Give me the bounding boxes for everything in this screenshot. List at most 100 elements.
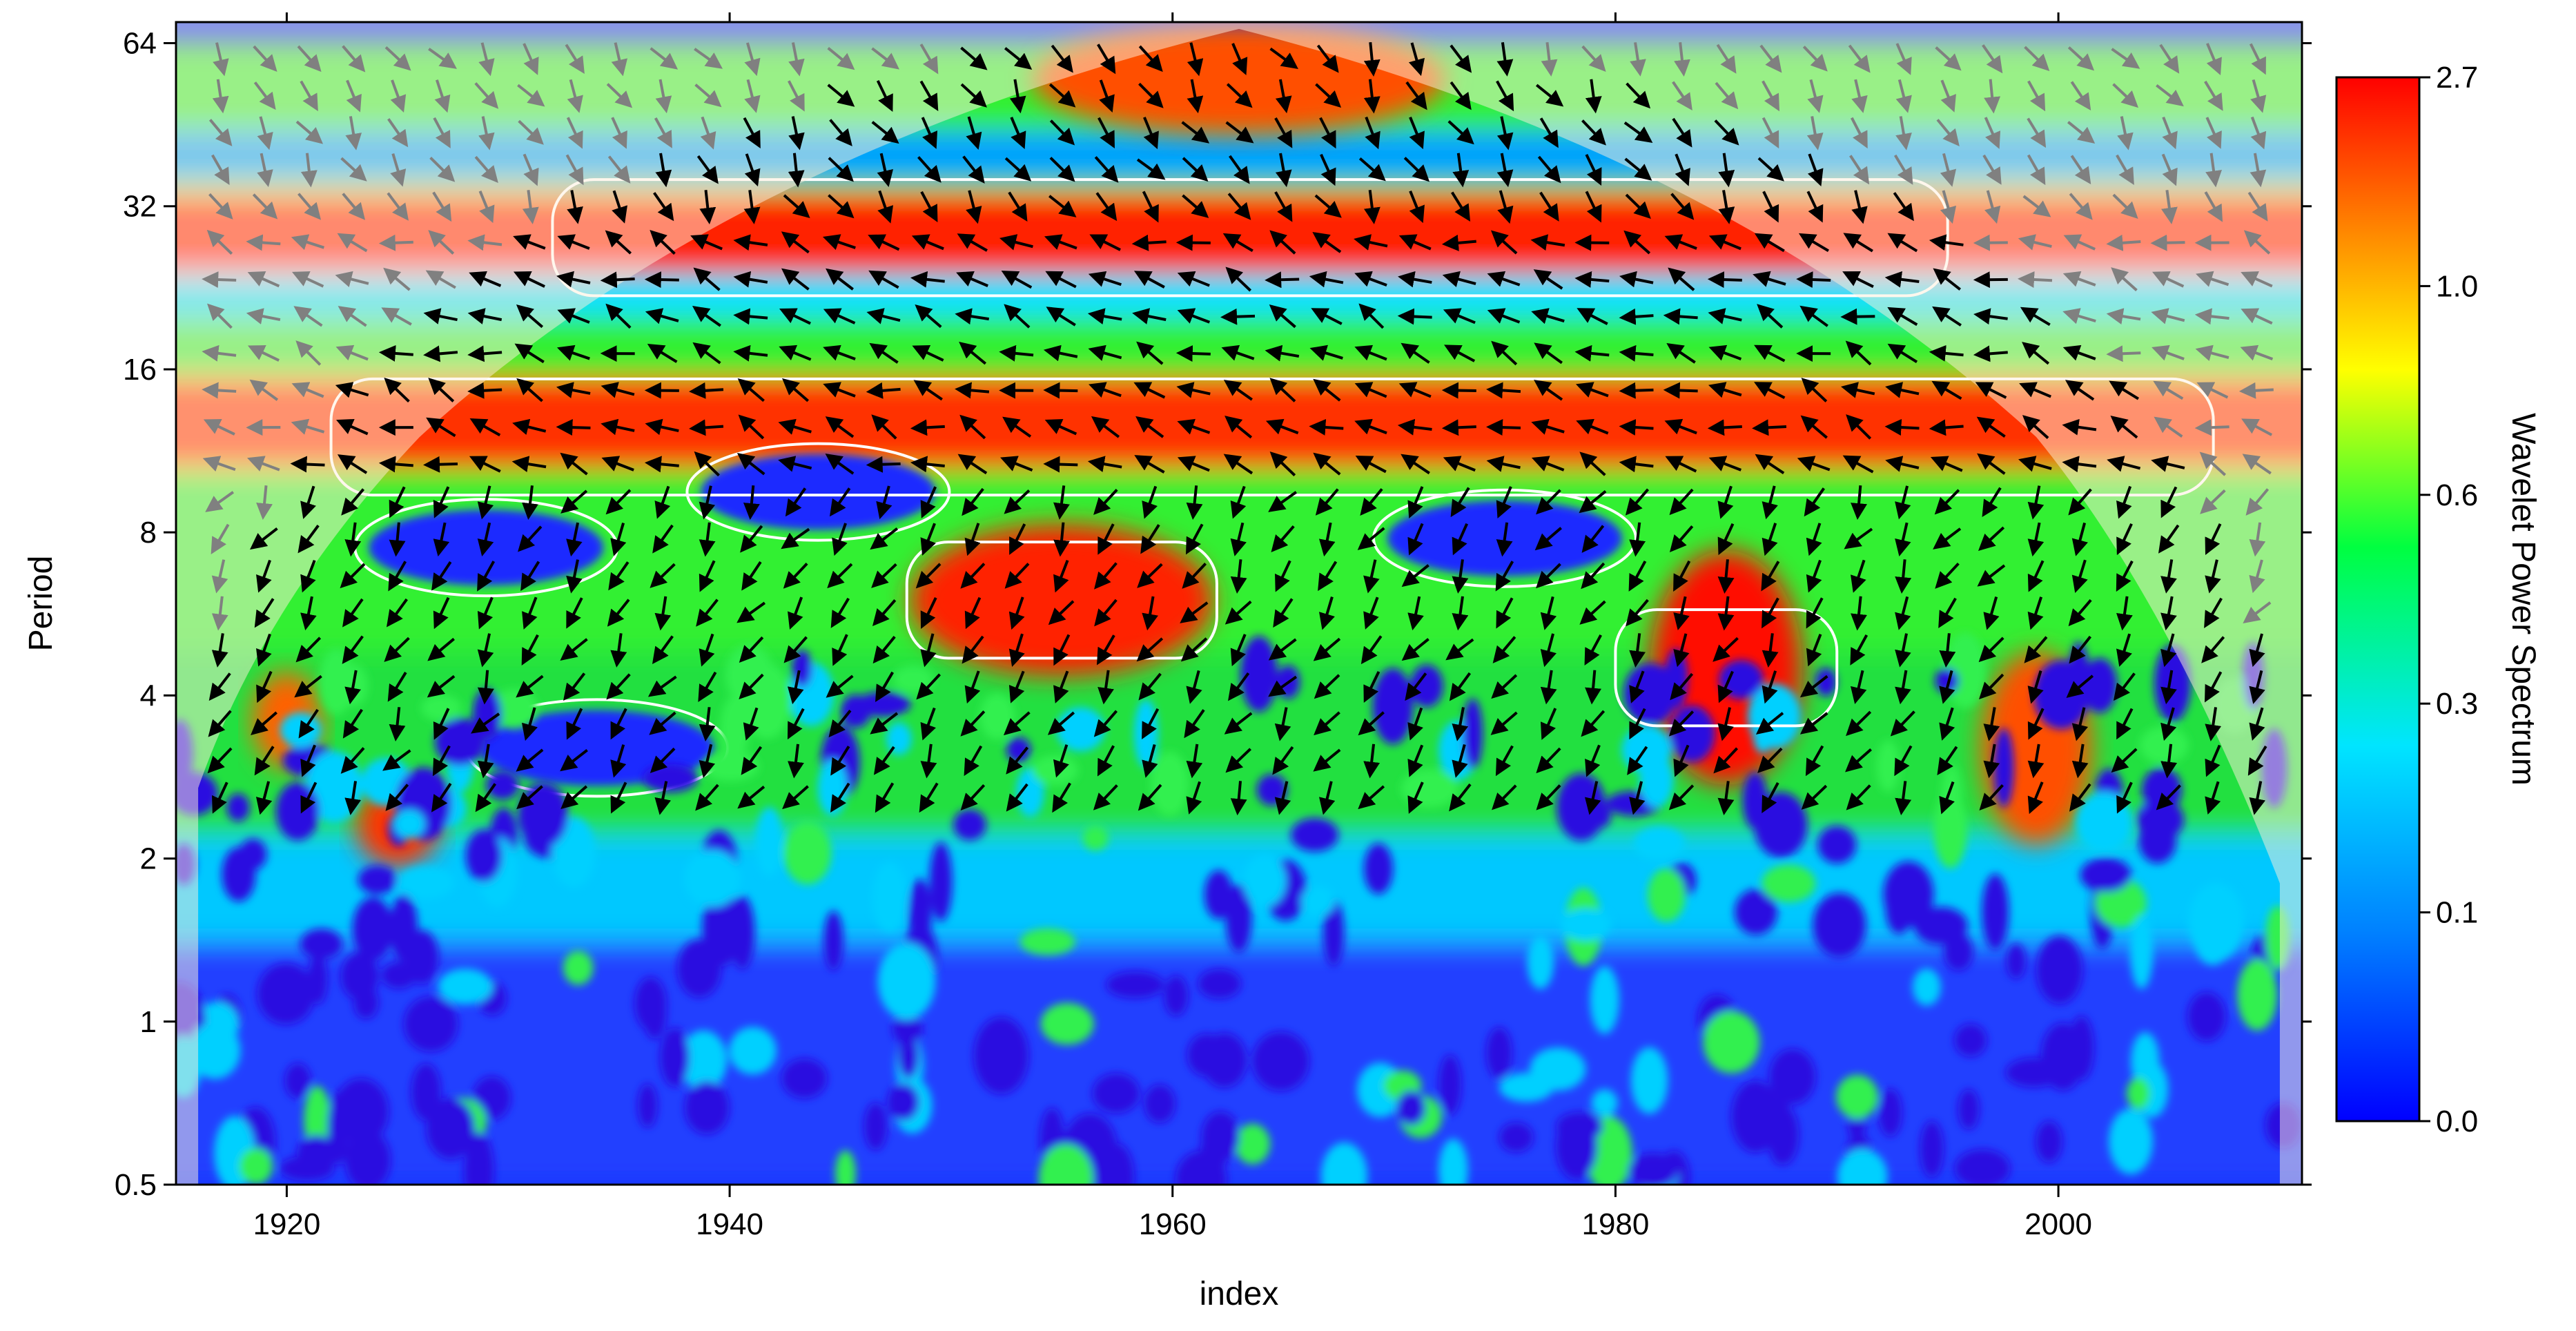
- noise-dot: [426, 1097, 476, 1160]
- phase-arrow: [644, 456, 679, 473]
- phase-arrow: [699, 707, 716, 741]
- phase-arrow: [910, 456, 945, 473]
- phase-arrow: [2249, 707, 2265, 741]
- phase-arrow: [779, 308, 811, 325]
- phase-arrow: [2201, 636, 2225, 663]
- phase-arrow: [1754, 382, 1786, 399]
- phase-arrow: [1496, 80, 1514, 112]
- phase-arrow: [2027, 560, 2045, 592]
- phase-arrow: [1186, 523, 1204, 555]
- phase-arrow: [1222, 233, 1253, 253]
- phase-arrow: [692, 342, 721, 365]
- phase-arrow: [652, 635, 674, 665]
- phase-arrow: [875, 782, 895, 813]
- noise-dot: [877, 942, 936, 1020]
- phase-arrow: [916, 673, 941, 700]
- phase-arrow: [1629, 708, 1646, 740]
- phase-arrow: [2249, 670, 2265, 704]
- phase-arrow: [208, 193, 233, 220]
- phase-arrow: [1142, 744, 1158, 778]
- phase-arrow: [1316, 44, 1339, 73]
- phase-arrow: [785, 487, 807, 517]
- phase-arrow: [2112, 193, 2138, 219]
- phase-arrow: [2018, 271, 2053, 288]
- phase-arrow: [1977, 564, 2006, 587]
- phase-arrow: [2160, 596, 2177, 631]
- phase-arrow: [650, 229, 676, 255]
- phase-arrow: [1044, 234, 1077, 250]
- noise-dot: [1164, 975, 1189, 1016]
- phase-arrow: [1762, 633, 1779, 668]
- phase-arrow: [700, 116, 716, 150]
- phase-arrow: [1315, 488, 1339, 516]
- phase-arrow: [1668, 267, 1695, 291]
- phase-arrow: [1088, 344, 1122, 361]
- phase-arrow: [1845, 340, 1872, 366]
- phase-arrow: [2241, 418, 2273, 436]
- phase-arrow: [2205, 43, 2222, 76]
- phase-arrow: [1136, 341, 1164, 365]
- phase-arrow: [1670, 672, 1694, 701]
- phase-arrow: [1230, 634, 1247, 667]
- phase-arrow: [518, 119, 544, 145]
- phase-arrow: [255, 781, 273, 815]
- phase-arrow: [699, 485, 716, 520]
- phase-arrow: [1363, 190, 1380, 224]
- phase-arrow: [2204, 597, 2223, 628]
- phase-arrow: [696, 155, 719, 184]
- phase-arrow: [1053, 634, 1071, 666]
- phase-arrow: [1097, 43, 1116, 75]
- noise-dot: [1175, 1151, 1227, 1185]
- phase-arrow: [610, 781, 627, 814]
- phase-arrow: [1939, 707, 1955, 741]
- phase-arrow: [1762, 117, 1779, 149]
- phase-arrow: [1004, 47, 1033, 70]
- phase-arrow: [1314, 194, 1342, 218]
- phase-arrow: [1133, 271, 1165, 289]
- phase-arrow: [2111, 48, 2140, 69]
- phase-arrow: [1840, 308, 1875, 325]
- phase-arrow: [2160, 633, 2177, 668]
- noise-dot: [518, 782, 569, 848]
- phase-arrow: [1757, 304, 1784, 329]
- phase-arrow: [2196, 382, 2229, 399]
- phase-arrow: [432, 191, 452, 222]
- phase-arrow: [2117, 116, 2134, 150]
- phase-arrow: [335, 271, 369, 287]
- phase-arrow: [208, 119, 233, 146]
- phase-arrow: [1407, 486, 1424, 519]
- phase-arrow: [611, 42, 628, 77]
- noise-dot: [1556, 1111, 1603, 1142]
- phase-arrow: [744, 79, 761, 113]
- phase-arrow: [999, 234, 1033, 251]
- phase-arrow: [1799, 305, 1828, 327]
- noise-dot: [1252, 1031, 1309, 1091]
- phase-arrow: [1973, 345, 2008, 362]
- phase-arrow: [645, 308, 679, 324]
- phase-arrow: [1536, 489, 1561, 515]
- phase-arrow: [1895, 633, 1911, 668]
- phase-arrow: [254, 746, 275, 776]
- phase-arrow: [1004, 304, 1031, 329]
- phase-arrow: [1053, 522, 1071, 557]
- phase-arrow: [1585, 744, 1601, 777]
- phase-arrow: [962, 635, 984, 664]
- phase-arrow: [300, 80, 318, 112]
- phase-arrow: [868, 234, 900, 251]
- phase-arrow: [736, 601, 766, 623]
- phase-arrow: [1664, 418, 1697, 435]
- phase-arrow: [1585, 191, 1602, 223]
- phase-arrow: [2205, 523, 2222, 556]
- phase-arrow: [1931, 380, 1962, 400]
- phase-arrow: [211, 596, 228, 631]
- phase-arrow: [469, 271, 502, 287]
- phase-arrow: [1806, 597, 1824, 629]
- noise-dot: [1486, 1027, 1512, 1079]
- phase-arrow: [2249, 522, 2266, 557]
- phase-arrow: [1536, 747, 1561, 774]
- phase-arrow: [431, 561, 452, 591]
- phase-arrow: [2018, 456, 2052, 472]
- phase-arrow: [1355, 455, 1387, 474]
- phase-arrow: [960, 710, 986, 737]
